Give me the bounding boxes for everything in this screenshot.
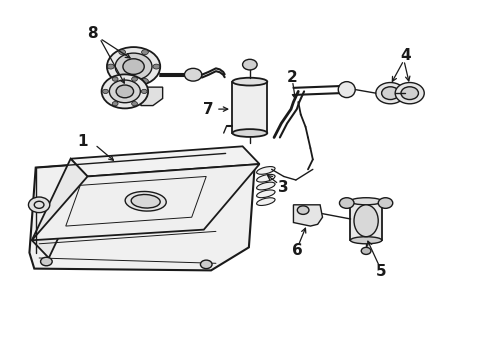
- Ellipse shape: [232, 78, 267, 86]
- Circle shape: [112, 77, 118, 81]
- Circle shape: [243, 59, 257, 70]
- Circle shape: [142, 78, 148, 84]
- Ellipse shape: [257, 198, 275, 206]
- Ellipse shape: [350, 198, 382, 205]
- Circle shape: [395, 82, 424, 104]
- Ellipse shape: [232, 129, 267, 137]
- Ellipse shape: [338, 82, 355, 98]
- Circle shape: [101, 75, 148, 108]
- Circle shape: [297, 206, 309, 215]
- Circle shape: [401, 87, 418, 100]
- Circle shape: [132, 77, 138, 81]
- Circle shape: [378, 198, 393, 208]
- Polygon shape: [71, 146, 260, 176]
- Text: 6: 6: [292, 243, 303, 258]
- Circle shape: [184, 68, 202, 81]
- Circle shape: [376, 82, 405, 104]
- Circle shape: [132, 102, 138, 106]
- Ellipse shape: [125, 192, 166, 211]
- Text: 4: 4: [400, 49, 411, 63]
- Circle shape: [109, 80, 140, 103]
- Polygon shape: [141, 87, 163, 105]
- Circle shape: [41, 257, 52, 266]
- Circle shape: [112, 102, 118, 106]
- Circle shape: [382, 87, 399, 100]
- Text: 1: 1: [77, 134, 88, 149]
- Circle shape: [141, 89, 147, 94]
- Text: 3: 3: [278, 180, 289, 195]
- Circle shape: [123, 59, 144, 75]
- Circle shape: [340, 198, 354, 208]
- Circle shape: [142, 50, 148, 55]
- Polygon shape: [294, 205, 322, 226]
- Bar: [350, 201, 382, 240]
- Polygon shape: [32, 159, 88, 258]
- Ellipse shape: [257, 167, 275, 174]
- Polygon shape: [29, 153, 255, 270]
- Ellipse shape: [257, 190, 275, 198]
- Text: 7: 7: [203, 102, 214, 117]
- Text: 8: 8: [87, 27, 98, 41]
- Circle shape: [153, 64, 160, 69]
- Ellipse shape: [257, 182, 275, 190]
- Ellipse shape: [257, 174, 275, 182]
- Ellipse shape: [350, 237, 382, 244]
- Bar: [232, 82, 267, 133]
- Circle shape: [107, 47, 160, 86]
- Circle shape: [102, 89, 108, 94]
- Circle shape: [107, 64, 114, 69]
- Circle shape: [116, 85, 134, 98]
- Circle shape: [115, 53, 152, 80]
- Ellipse shape: [131, 194, 160, 208]
- Circle shape: [119, 78, 125, 84]
- Text: 2: 2: [287, 70, 298, 85]
- Polygon shape: [32, 164, 260, 240]
- Circle shape: [361, 247, 371, 255]
- Circle shape: [119, 50, 125, 55]
- Circle shape: [200, 260, 212, 269]
- Text: 5: 5: [376, 264, 387, 279]
- Circle shape: [28, 197, 50, 213]
- Ellipse shape: [354, 205, 378, 237]
